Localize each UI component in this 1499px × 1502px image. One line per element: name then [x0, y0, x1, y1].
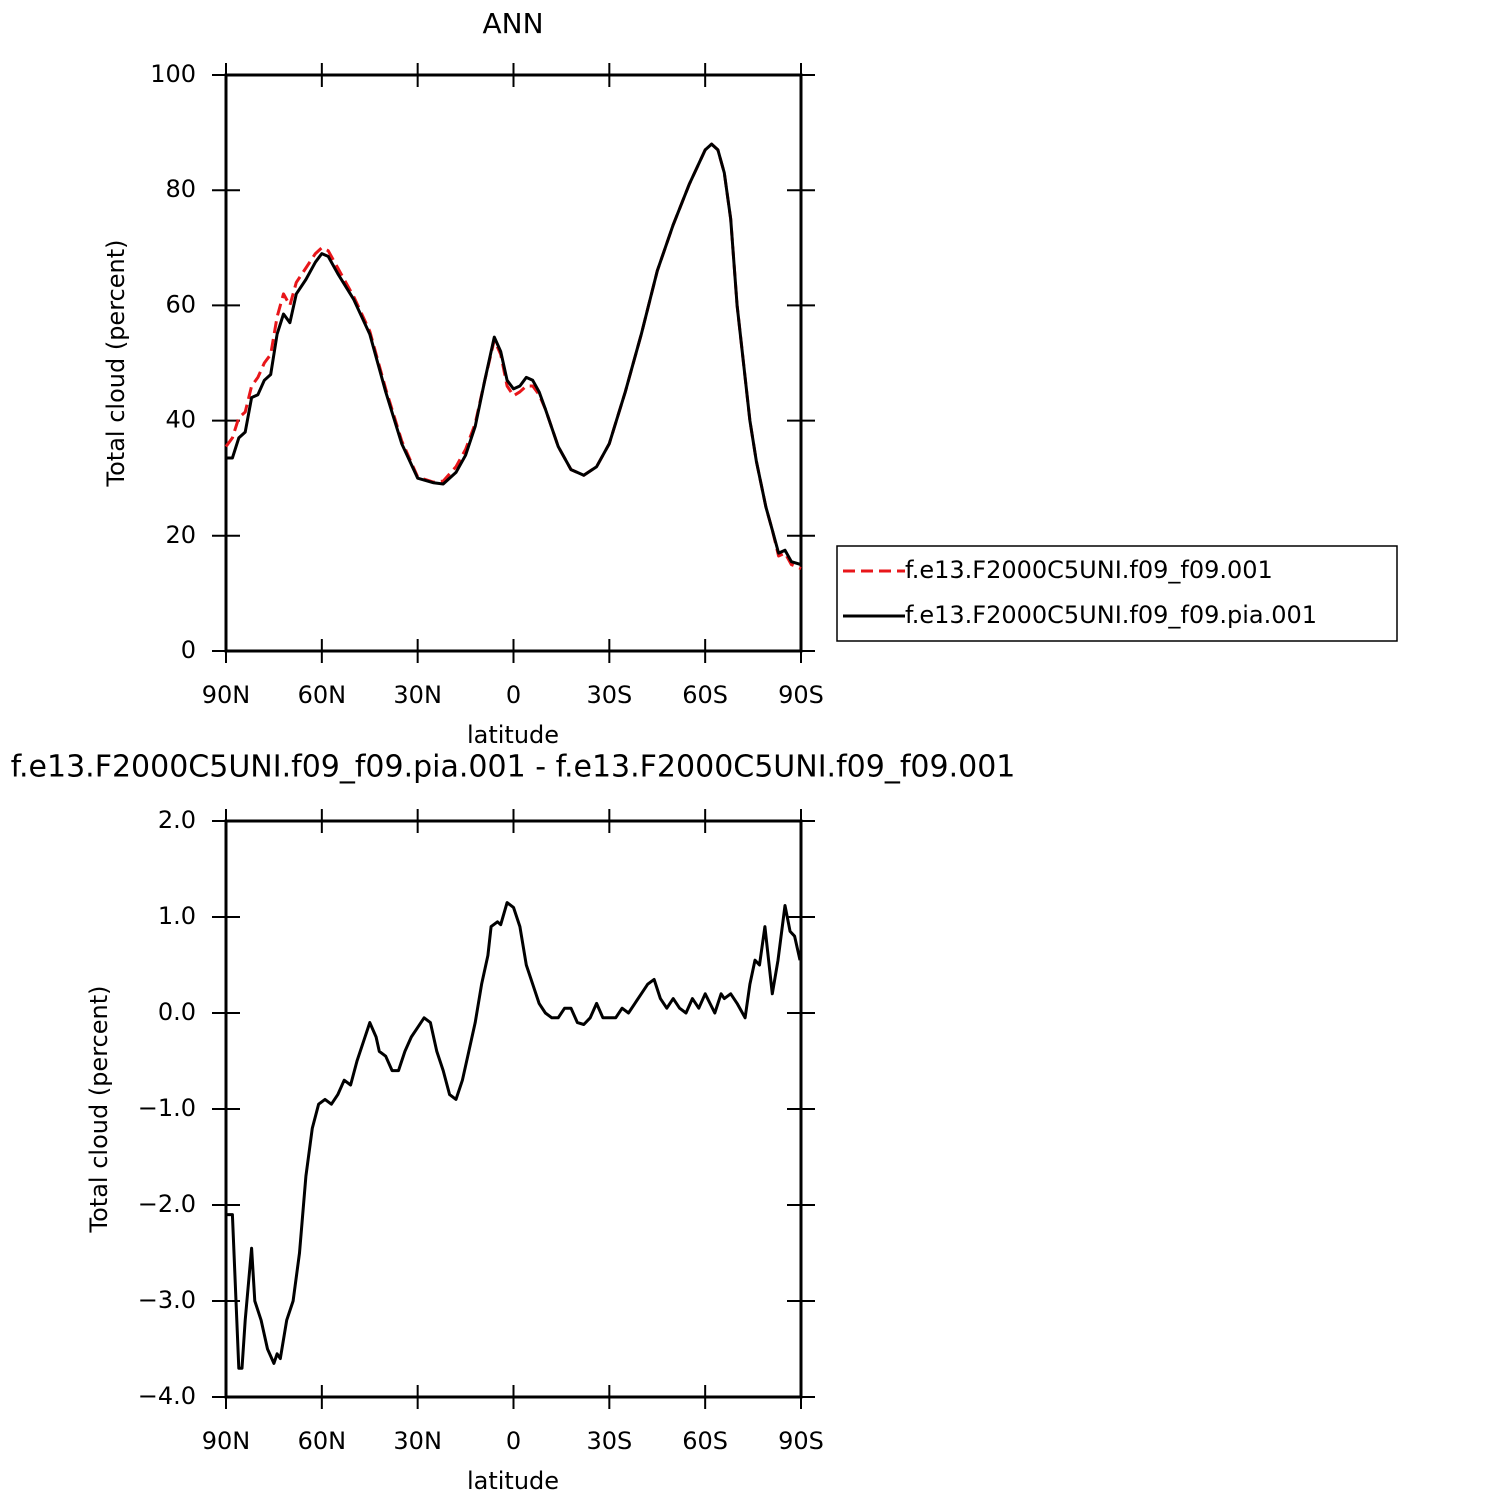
y-tick-label: −3.0	[138, 1286, 196, 1314]
y-tick-label: 1.0	[158, 902, 196, 930]
chart-title: ANN	[482, 7, 543, 40]
y-tick-label: 80	[165, 175, 196, 203]
y-tick-label: 20	[165, 521, 196, 549]
legend-label: f.e13.F2000C5UNI.f09_f09.001	[905, 556, 1273, 584]
data-line	[226, 142, 802, 567]
y-tick-label: −2.0	[138, 1190, 196, 1218]
x-tick-label: 60S	[682, 1427, 728, 1455]
legend-label: f.e13.F2000C5UNI.f09_f09.pia.001	[905, 601, 1317, 629]
x-tick-label: 30S	[586, 681, 632, 709]
y-tick-label: 0.0	[158, 998, 196, 1026]
x-tick-label: 90N	[202, 681, 251, 709]
data-line	[226, 901, 802, 1370]
x-tick-label: 0	[506, 1427, 521, 1455]
x-tick-label: 60N	[298, 681, 347, 709]
y-tick-label: 100	[150, 60, 196, 88]
y-tick-label: 40	[165, 406, 196, 434]
plot-frame	[224, 819, 803, 1399]
x-tick-label: 30N	[393, 1427, 442, 1455]
y-tick-label: −4.0	[138, 1382, 196, 1410]
x-tick-label: 90S	[778, 1427, 824, 1455]
y-tick-label: 60	[165, 290, 196, 318]
x-tick-label: 30N	[393, 681, 442, 709]
x-tick-label: 90N	[202, 1427, 251, 1455]
y-axis-label: Total cloud (percent)	[85, 986, 113, 1234]
x-axis-label: latitude	[467, 721, 559, 749]
x-tick-label: 60N	[298, 1427, 347, 1455]
y-tick-label: 0	[181, 636, 196, 664]
x-axis-label: latitude	[467, 1467, 559, 1495]
legend-box	[836, 545, 1398, 642]
y-tick-label: −1.0	[138, 1094, 196, 1122]
x-tick-label: 60S	[682, 681, 728, 709]
x-tick-label: 0	[506, 681, 521, 709]
x-tick-label: 30S	[586, 1427, 632, 1455]
chart-title: f.e13.F2000C5UNI.f09_f09.pia.001 - f.e13…	[11, 750, 1016, 785]
data-line	[224, 142, 802, 570]
y-axis-label: Total cloud (percent)	[102, 240, 130, 488]
y-tick-label: 2.0	[158, 806, 196, 834]
x-tick-label: 90S	[778, 681, 824, 709]
plot-frame	[224, 73, 803, 653]
